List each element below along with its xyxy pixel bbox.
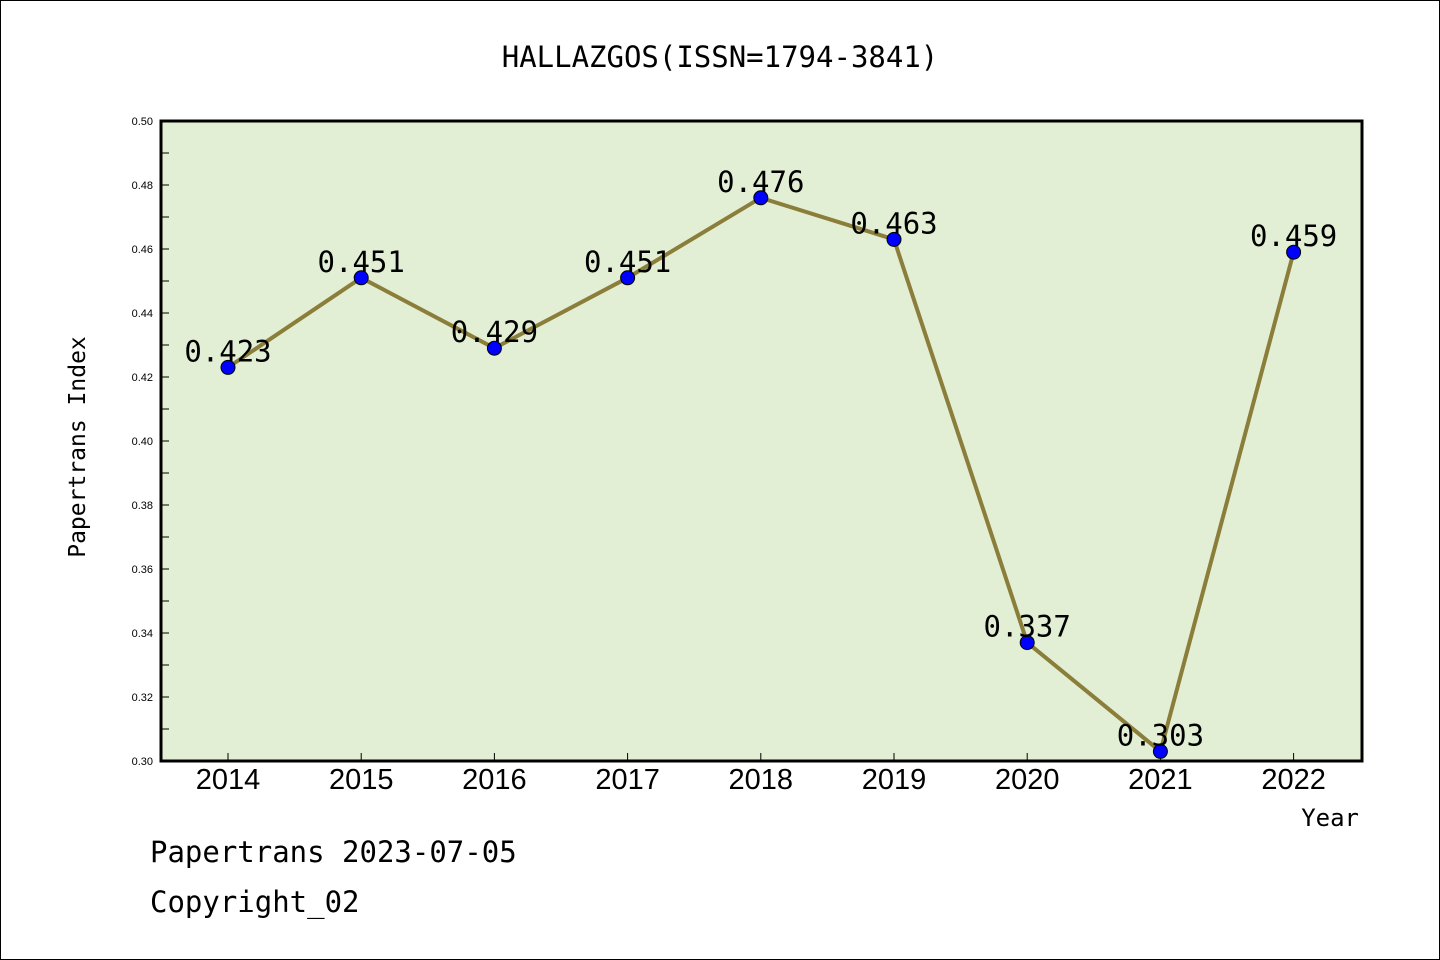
y-tick-label: 0.30 [132, 756, 153, 768]
chart-title: HALLAZGOS(ISSN=1794-3841) [502, 40, 939, 74]
data-point [1152, 743, 1168, 759]
data-label: 0.337 [984, 610, 1071, 644]
data-point [486, 340, 502, 356]
x-axis-title: Year [1301, 804, 1359, 832]
data-point [220, 359, 236, 375]
data-label: 0.451 [318, 245, 405, 279]
data-point [1286, 244, 1302, 260]
x-tick-label: 2017 [595, 764, 660, 796]
x-tick-label: 2019 [862, 764, 927, 796]
data-label: 0.451 [584, 245, 671, 279]
footer-date-line: Papertrans 2023-07-05 [150, 835, 517, 869]
y-tick-label: 0.38 [132, 500, 153, 512]
x-tick-label: 2020 [995, 764, 1060, 796]
data-label: 0.463 [850, 206, 937, 240]
data-point [753, 190, 769, 206]
y-tick-label: 0.44 [132, 308, 153, 320]
y-minor-ticks [161, 152, 169, 730]
y-tick-label: 0.36 [132, 564, 153, 576]
data-points [220, 190, 1302, 759]
footer-copyright-line: Copyright_02 [150, 885, 360, 919]
data-label: 0.476 [717, 165, 804, 199]
x-tick-label: 2014 [196, 764, 261, 796]
x-tick-label: 2022 [1261, 764, 1326, 796]
y-tick-label: 0.42 [132, 372, 153, 384]
data-label: 0.423 [184, 334, 271, 368]
y-tick-label: 0.48 [132, 180, 153, 192]
plot-area [159, 119, 1364, 763]
y-tick-label: 0.34 [132, 628, 153, 640]
data-label: 0.429 [451, 315, 538, 349]
y-tick-label: 0.32 [132, 692, 153, 704]
y-axis-ticks: 0.30 0.32 0.34 0.36 0.38 0.40 0.42 0.44 0.46 0.48… [132, 116, 169, 768]
x-tick-label: 2015 [329, 764, 394, 796]
y-tick-label: 0.40 [132, 436, 153, 448]
x-tick-label: 2016 [462, 764, 527, 796]
y-tick-label: 0.50 [132, 116, 153, 128]
data-point [353, 270, 369, 286]
data-point [886, 231, 902, 247]
x-tick-label: 2018 [729, 764, 794, 796]
data-label: 0.303 [1117, 718, 1204, 752]
data-labels: 0.423 0.451 0.429 0.451 0.476 0.463 0.337 0.303… [184, 165, 1337, 753]
x-tick-label: 2021 [1128, 764, 1193, 796]
data-point [1019, 635, 1035, 651]
x-axis-ticks: 2014 2015 2016 2017 2018 2019 2020 2021 2022 [196, 753, 1326, 796]
data-label: 0.459 [1250, 219, 1337, 253]
y-axis-title: Papertrans Index [65, 336, 91, 558]
y-tick-label: 0.46 [132, 244, 153, 256]
data-point [620, 270, 636, 286]
